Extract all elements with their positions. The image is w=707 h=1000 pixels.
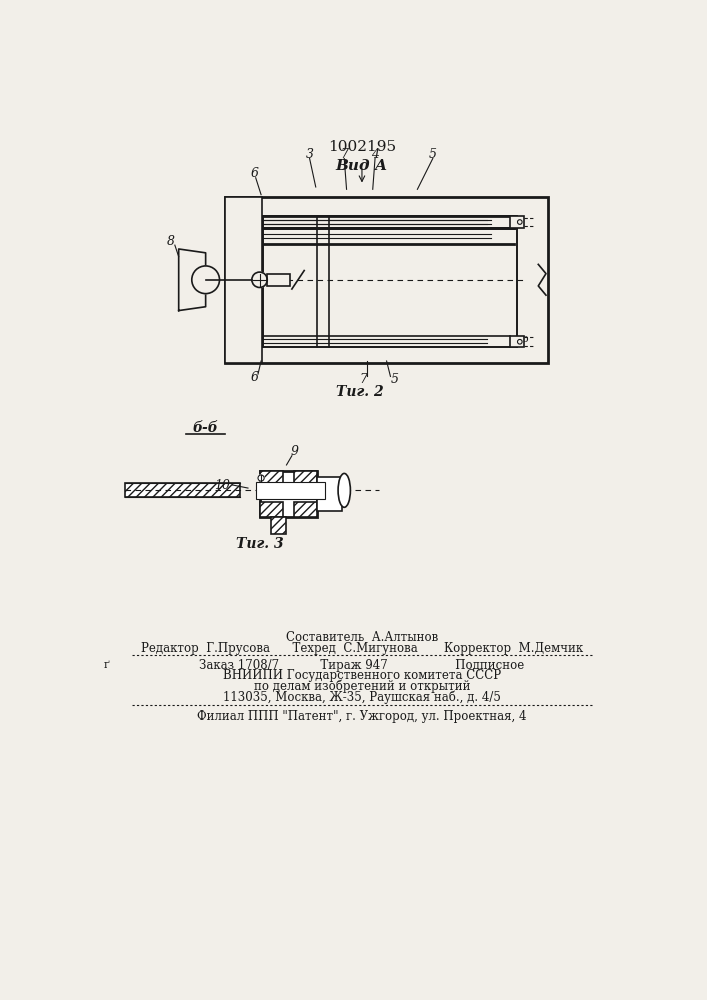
Bar	[259, 471, 317, 517]
Text: 113035, Москва, Ж-35, Раушская наб., д. 4/5: 113035, Москва, Ж-35, Раушская наб., д. …	[223, 691, 501, 704]
Bar	[271, 517, 286, 534]
Bar	[256, 482, 325, 499]
Text: Τиг. 2: Τиг. 2	[336, 385, 383, 399]
Text: Τиг. 3: Τиг. 3	[235, 536, 284, 550]
Bar	[125, 483, 240, 497]
Bar	[259, 471, 283, 487]
Text: 9: 9	[290, 445, 298, 458]
Text: 10: 10	[215, 479, 230, 492]
Polygon shape	[179, 249, 206, 311]
Text: 6: 6	[250, 167, 258, 180]
Text: 5: 5	[428, 148, 437, 161]
Bar	[510, 336, 524, 347]
Bar	[294, 471, 317, 487]
Text: Редактор  Г.Прусова      Техред  С.Мигунова       Корректор  М.Демчик: Редактор Г.Прусова Техред С.Мигунова Кор…	[141, 642, 583, 655]
Bar	[225, 197, 262, 363]
Text: o: o	[522, 334, 529, 344]
Bar	[267, 274, 291, 286]
Text: 8: 8	[167, 235, 175, 248]
Bar	[294, 502, 317, 517]
Text: 5: 5	[390, 373, 398, 386]
Circle shape	[192, 266, 219, 294]
Circle shape	[258, 475, 264, 481]
Text: 7: 7	[359, 373, 368, 386]
Text: Составитель  А.Алтынов: Составитель А.Алтынов	[286, 631, 438, 644]
Text: 7: 7	[340, 148, 349, 161]
Text: по делам изобретений и открытий: по делам изобретений и открытий	[254, 680, 470, 693]
Text: Вид А: Вид А	[336, 159, 388, 173]
Bar	[259, 502, 283, 517]
Text: 4: 4	[371, 148, 379, 161]
Text: 3: 3	[305, 148, 314, 161]
Text: б-б: б-б	[193, 421, 218, 435]
Bar	[510, 216, 524, 228]
Text: ВНИИПИ Государственного комитета СССР: ВНИИПИ Государственного комитета СССР	[223, 669, 501, 682]
Bar	[317, 477, 342, 511]
Bar	[225, 197, 549, 363]
Text: 1002195: 1002195	[328, 140, 396, 154]
Text: Филиал ППП "Патент", г. Ужгород, ул. Проектная, 4: Филиал ППП "Патент", г. Ужгород, ул. Про…	[197, 710, 527, 723]
Ellipse shape	[338, 473, 351, 507]
Text: 6: 6	[250, 371, 258, 384]
Text: ґ: ґ	[104, 660, 110, 670]
Circle shape	[252, 272, 267, 287]
Text: Заказ 1708/7           Тираж 947                  Подписное: Заказ 1708/7 Тираж 947 Подписное	[199, 659, 525, 672]
Bar	[264, 216, 518, 347]
